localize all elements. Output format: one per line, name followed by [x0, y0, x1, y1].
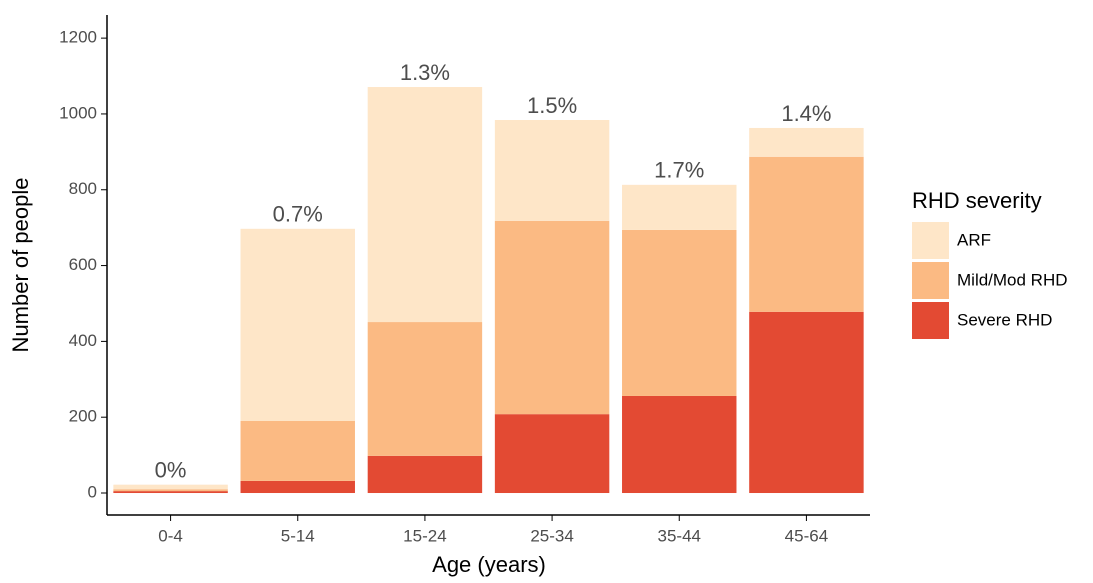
- x-tick-label: 0-4: [158, 526, 183, 545]
- x-tick-label: 25-34: [530, 526, 573, 545]
- y-tick-label: 800: [69, 179, 97, 198]
- bar-segment: [749, 311, 864, 494]
- y-tick-label: 200: [69, 407, 97, 426]
- y-tick-label: 0: [88, 482, 97, 501]
- y-tick-label: 600: [69, 255, 97, 274]
- bar-annotation: 0.7%: [273, 202, 323, 227]
- bar-annotation: 1.4%: [781, 101, 831, 126]
- x-tick-label: 5-14: [281, 526, 315, 545]
- bar-annotation: 1.3%: [400, 60, 450, 85]
- bar-annotation: 1.5%: [527, 93, 577, 118]
- legend-label: Mild/Mod RHD: [957, 270, 1068, 289]
- bar-segment: [240, 480, 355, 494]
- legend-swatch: [912, 222, 949, 259]
- bar-segment: [113, 491, 228, 494]
- x-axis-label: Age (years): [432, 552, 546, 577]
- bar-segment: [367, 455, 483, 494]
- y-axis-label: Number of people: [8, 178, 33, 353]
- bar-segment: [622, 395, 737, 494]
- bar-segment: [367, 87, 483, 323]
- bar-segment: [622, 184, 737, 230]
- bar-segment: [494, 120, 610, 221]
- y-tick-label: 1200: [59, 28, 97, 47]
- bar-segment: [240, 228, 355, 421]
- y-tick-label: 1000: [59, 103, 97, 122]
- bar-segment: [494, 220, 610, 415]
- bar-segment: [367, 322, 483, 456]
- x-tick-label: 15-24: [403, 526, 446, 545]
- x-tick-label: 45-64: [785, 526, 828, 545]
- bar-segment: [749, 156, 864, 312]
- bar-segment: [113, 489, 228, 492]
- x-tick-label: 35-44: [658, 526, 701, 545]
- bar-segment: [494, 414, 610, 494]
- legend-label: Severe RHD: [957, 310, 1052, 329]
- legend-title: RHD severity: [912, 188, 1042, 213]
- legend-swatch: [912, 262, 949, 299]
- bar-annotation: 1.7%: [654, 158, 704, 183]
- bar-segment: [240, 420, 355, 481]
- bar-segment: [622, 229, 737, 396]
- legend-label: ARF: [957, 230, 991, 249]
- bar-segment: [113, 484, 228, 490]
- y-tick-label: 400: [69, 331, 97, 350]
- bar-annotation: 0%: [155, 457, 187, 482]
- bar-segment: [749, 127, 864, 157]
- legend-swatch: [912, 302, 949, 339]
